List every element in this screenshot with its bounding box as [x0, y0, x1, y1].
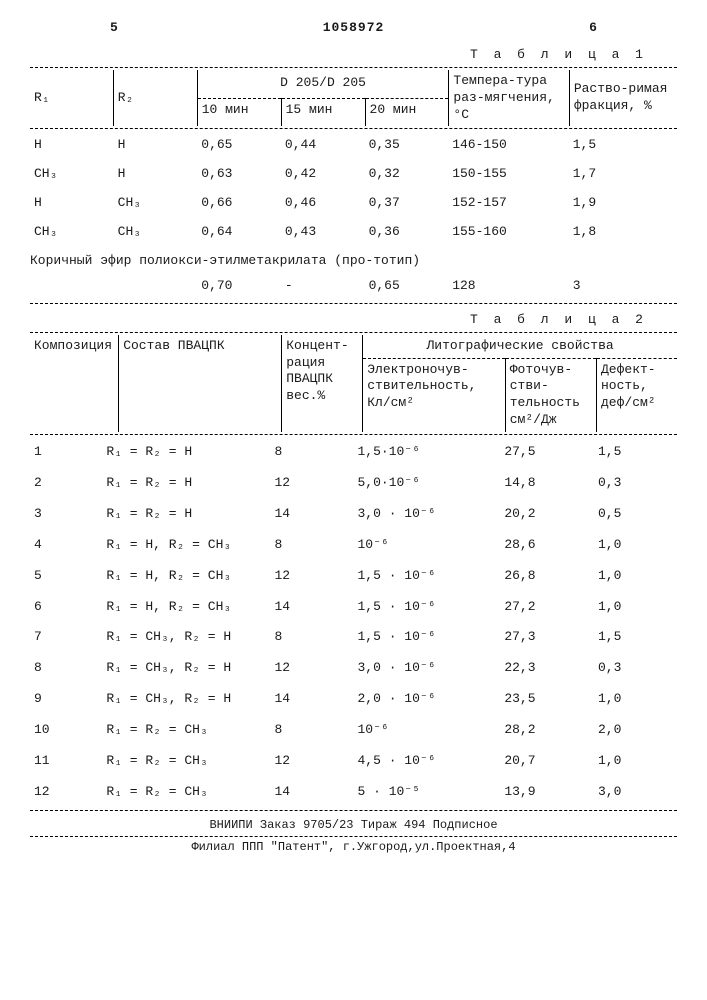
footer-address: Филиал ППП "Патент", г.Ужгород,ул.Проект…: [30, 837, 677, 859]
table1-body: HH0,650,440,35146-1501,5CH₃H0,630,420,32…: [30, 131, 677, 247]
table-row: 10R₁ = R₂ = CH₃810⁻⁶28,22,0: [30, 715, 677, 746]
table2-body: 1R₁ = R₂ = H81,5·10⁻⁶27,51,52R₁ = R₂ = H…: [30, 437, 677, 808]
table-row: 2R₁ = R₂ = H125,0·10⁻⁶14,80,3: [30, 468, 677, 499]
table-row: 7R₁ = CH₃, R₂ = H81,5 · 10⁻⁶27,31,5: [30, 622, 677, 653]
table-row: 3R₁ = R₂ = H143,0 · 10⁻⁶20,20,5: [30, 499, 677, 530]
table-row: HCH₃0,660,460,37152-1571,9: [30, 189, 677, 218]
table1-prototype: 0,70 - 0,65 128 3: [30, 272, 677, 301]
table-row: 5R₁ = H, R₂ = CH₃121,5 · 10⁻⁶26,81,0: [30, 561, 677, 592]
divider: [30, 810, 677, 811]
col-dspan: D 205/D 205: [197, 70, 449, 98]
table2-label: Т а б л и ц а 2: [30, 312, 647, 329]
table-row: 1R₁ = R₂ = H81,5·10⁻⁶27,51,5: [30, 437, 677, 468]
col-d20: 20 мин: [365, 98, 449, 126]
col-defect: Дефект-ность, деф/см²: [596, 358, 677, 432]
col-r2: R₂: [113, 70, 197, 127]
patent-number: 1058972: [323, 20, 385, 37]
col-litho: Литографические свойства: [363, 335, 677, 358]
table-row: 9R₁ = CH₃, R₂ = H142,0 · 10⁻⁶23,51,0: [30, 684, 677, 715]
divider: [30, 434, 677, 435]
table-row: CH₃CH₃0,640,430,36155-1601,8: [30, 218, 677, 247]
table-row: 11R₁ = R₂ = CH₃124,5 · 10⁻⁶20,71,0: [30, 746, 677, 777]
table-row: 6R₁ = H, R₂ = CH₃141,5 · 10⁻⁶27,21,0: [30, 592, 677, 623]
table1-label: Т а б л и ц а 1: [30, 47, 647, 64]
page-num-right: 6: [589, 20, 597, 37]
divider: [30, 332, 677, 333]
col-sostav: Состав ПВАЦПК: [119, 335, 282, 432]
proto-temp: 128: [448, 272, 569, 301]
col-comp: Композиция: [30, 335, 119, 432]
proto-d20: 0,65: [365, 272, 449, 301]
col-electro: Электроночув-ствительность, Кл/см²: [363, 358, 506, 432]
proto-frac: 3: [569, 272, 677, 301]
table-row: CH₃H0,630,420,32150-1551,7: [30, 160, 677, 189]
divider: [30, 67, 677, 68]
table2: Композиция Состав ПВАЦПК Концент-рация П…: [30, 335, 677, 432]
divider: [30, 128, 677, 129]
page-num-left: 5: [110, 20, 118, 37]
col-temp: Темпера-тура раз-мягчения, °C: [449, 70, 569, 127]
col-r1: R₁: [30, 70, 113, 127]
footer: ВНИИПИ Заказ 9705/23 Тираж 494 Подписное…: [30, 815, 677, 859]
divider: [30, 303, 677, 304]
table1: R₁ R₂ D 205/D 205 Темпера-тура раз-мягче…: [30, 70, 677, 127]
page-header: 5 1058972 6: [30, 20, 677, 37]
col-konc: Концент-рация ПВАЦПК вес.%: [282, 335, 363, 432]
table-row: 4R₁ = H, R₂ = CH₃810⁻⁶28,61,0: [30, 530, 677, 561]
table-row: 12R₁ = R₂ = CH₃145 · 10⁻⁵13,93,0: [30, 777, 677, 808]
proto-d15: -: [281, 272, 365, 301]
table-row: 8R₁ = CH₃, R₂ = H123,0 · 10⁻⁶22,30,3: [30, 653, 677, 684]
col-photo: Фоточув-стви-тельность см²/Дж: [505, 358, 596, 432]
proto-d10: 0,70: [197, 272, 281, 301]
prototype-label: Коричный эфир полиокси-этилметакрилата (…: [30, 253, 677, 270]
col-d10: 10 мин: [197, 98, 281, 126]
col-frac: Раство-римая фракция, %: [569, 70, 677, 127]
table-row: HH0,650,440,35146-1501,5: [30, 131, 677, 160]
footer-imprint: ВНИИПИ Заказ 9705/23 Тираж 494 Подписное: [30, 815, 677, 838]
col-d15: 15 мин: [281, 98, 365, 126]
